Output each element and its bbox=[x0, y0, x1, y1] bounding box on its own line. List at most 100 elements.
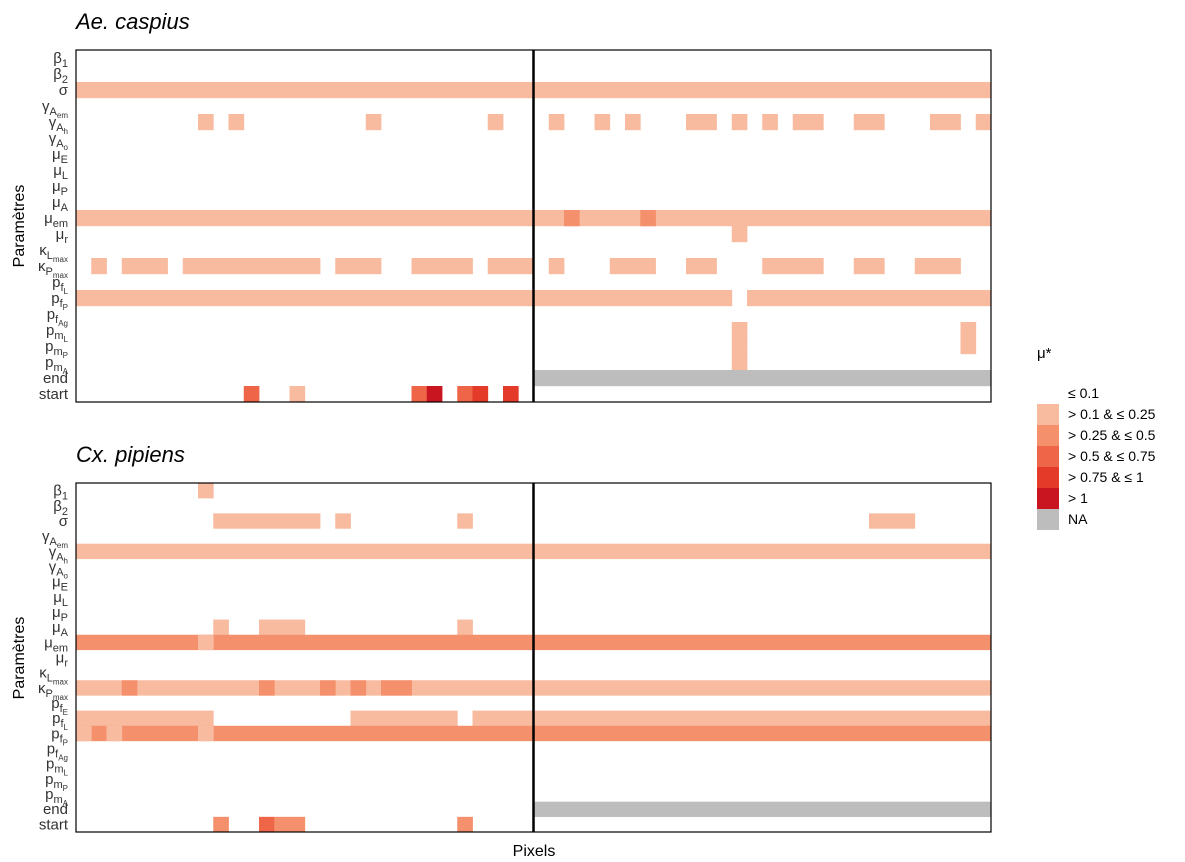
row-label: β1 bbox=[53, 483, 68, 503]
heatmap-cell bbox=[564, 210, 580, 227]
heatmap-cell bbox=[121, 680, 138, 696]
row-label: pmP bbox=[45, 771, 68, 793]
heatmap-cell bbox=[121, 258, 168, 275]
heatmap-cell bbox=[762, 114, 778, 131]
legend-title: μ* bbox=[1037, 345, 1052, 362]
heatmap-cell bbox=[472, 710, 992, 726]
legend-label: > 0.1 & ≤ 0.25 bbox=[1068, 406, 1156, 422]
heatmap-cell bbox=[289, 386, 306, 403]
legend-swatch bbox=[1037, 467, 1059, 488]
legend: μ* ≤ 0.1 > 0.1 & ≤ 0.25 > 0.25 & ≤ 0.5 > 0.… bbox=[1037, 345, 1156, 530]
row-label: start bbox=[39, 386, 69, 403]
heatmap-cell bbox=[259, 680, 275, 696]
heatmap-cell bbox=[350, 680, 367, 696]
heatmap-cell bbox=[213, 619, 229, 635]
heatmap-cell bbox=[335, 513, 351, 529]
row-label: μP bbox=[52, 604, 68, 624]
row-label: γAo bbox=[49, 558, 69, 580]
row-label: μr bbox=[56, 226, 69, 246]
row-label: σ bbox=[59, 513, 69, 530]
heatmap-cell bbox=[609, 258, 656, 275]
heatmap-cell bbox=[869, 513, 916, 529]
heatmap-cell bbox=[76, 725, 92, 742]
legend-swatch bbox=[1037, 425, 1059, 446]
heatmap-cell bbox=[182, 258, 321, 275]
panel-title-ae-caspius: Ae. caspius bbox=[74, 9, 190, 34]
heatmap-cell bbox=[853, 258, 885, 275]
heatmap-cell bbox=[487, 258, 534, 275]
row-label: μL bbox=[53, 589, 68, 609]
heatmap-cell bbox=[960, 322, 977, 339]
legend-swatch bbox=[1037, 488, 1059, 509]
row-label: γAem bbox=[42, 98, 68, 120]
heatmap-cell bbox=[975, 114, 992, 131]
heatmap-cell bbox=[198, 725, 214, 742]
row-label: β2 bbox=[53, 498, 68, 518]
row-label: κPmax bbox=[38, 680, 68, 702]
row-label: pmL bbox=[46, 756, 69, 778]
heatmap-cell bbox=[259, 816, 275, 833]
row-label: start bbox=[39, 816, 69, 833]
heatmap-cell bbox=[198, 634, 214, 651]
row-label: pfP bbox=[51, 725, 68, 747]
row-label: end bbox=[43, 801, 68, 818]
row-label: pmA bbox=[45, 354, 69, 376]
legend-swatch bbox=[1037, 404, 1059, 425]
heatmap-cell bbox=[731, 226, 748, 243]
row-label: κLmax bbox=[39, 665, 68, 687]
heatmap-cell bbox=[686, 258, 717, 275]
heatmap-cell bbox=[853, 114, 885, 131]
legend-label: > 1 bbox=[1068, 490, 1088, 506]
heatmap-cell bbox=[457, 816, 473, 833]
heatmap-cell bbox=[548, 258, 565, 275]
heatmap-cell bbox=[548, 114, 565, 131]
row-label: μL bbox=[53, 162, 68, 182]
row-label: μem bbox=[44, 210, 68, 230]
heatmap-cell bbox=[533, 801, 992, 818]
heatmap-cell bbox=[411, 386, 428, 403]
heatmap-cell bbox=[625, 114, 641, 131]
heatmap-cell bbox=[686, 114, 717, 131]
row-label: μE bbox=[52, 146, 68, 166]
row-label: β1 bbox=[53, 50, 68, 70]
y-axis-title-ae-caspius: Paramètres bbox=[11, 185, 28, 268]
heatmap-cell bbox=[320, 680, 336, 696]
heatmap-cell bbox=[930, 114, 961, 131]
row-label: pfE bbox=[51, 695, 68, 717]
heatmap-cell bbox=[960, 338, 977, 355]
row-label: γAh bbox=[49, 114, 68, 136]
heatmap-cell bbox=[411, 258, 473, 275]
row-label: γAh bbox=[49, 543, 68, 565]
heatmap-cell bbox=[503, 386, 519, 403]
heatmap-cell bbox=[198, 483, 214, 499]
heatmap-cell bbox=[457, 386, 473, 403]
heatmap-cell bbox=[259, 619, 306, 635]
legend-label: > 0.75 & ≤ 1 bbox=[1068, 469, 1144, 485]
x-axis-title: Pixels bbox=[513, 843, 556, 860]
heatmap-cell bbox=[243, 386, 260, 403]
row-label: β2 bbox=[53, 66, 68, 86]
row-labels-cx-pipiens: β1β2σγAemγAhγAoμEμLμPμAμemμrκLmaxκPmaxpf… bbox=[38, 483, 69, 834]
heatmap-cell bbox=[762, 258, 824, 275]
heatmap-cell bbox=[594, 114, 611, 131]
row-label: end bbox=[43, 370, 68, 387]
heatmap-cell bbox=[381, 680, 412, 696]
row-label: μE bbox=[52, 574, 68, 594]
heatmap-cell bbox=[426, 386, 443, 403]
row-label: γAem bbox=[42, 528, 68, 550]
legend-label: > 0.5 & ≤ 0.75 bbox=[1068, 448, 1156, 464]
heatmap-cell bbox=[487, 114, 504, 131]
row-label: pfAg bbox=[47, 306, 68, 328]
heatmap-cell bbox=[792, 114, 824, 131]
row-label: σ bbox=[59, 82, 69, 99]
row-label: μA bbox=[52, 619, 69, 639]
row-label: pmL bbox=[46, 322, 69, 344]
row-label: κLmax bbox=[39, 242, 68, 264]
heatmap-cell bbox=[365, 114, 382, 131]
legend-swatch bbox=[1037, 509, 1059, 530]
heatmap-cell bbox=[76, 290, 733, 307]
heatmap-cells-ae-caspius bbox=[76, 82, 992, 403]
heatmap-cell bbox=[731, 322, 748, 339]
heatmap-cell bbox=[457, 619, 473, 635]
